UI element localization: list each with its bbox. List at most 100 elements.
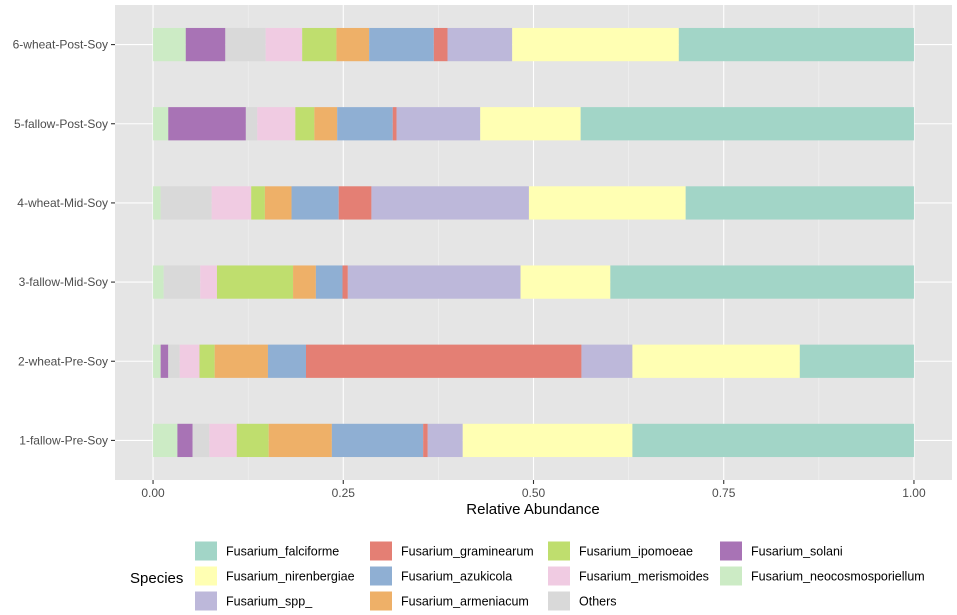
legend-key-fusarium-azukicola <box>370 566 392 586</box>
bar-segment-others-5 <box>245 107 258 141</box>
x-tick-label: 0.75 <box>712 486 736 500</box>
y-tick-label: 3-fallow-Mid-Soy <box>19 275 108 289</box>
y-tick-label: 6-wheat-Post-Soy <box>13 38 108 52</box>
bar-segment-fusarium-graminearum-5 <box>392 107 397 141</box>
bar-segment-fusarium-ipomoeae-6 <box>302 27 337 62</box>
bar-segment-others-6 <box>225 27 266 62</box>
bar-segment-fusarium-armeniacum-6 <box>336 27 370 62</box>
bar-segment-fusarium-graminearum-3 <box>342 265 348 299</box>
bar-segment-fusarium-nirenbergiae-5 <box>480 107 581 141</box>
bar-segment-fusarium-solani-5 <box>168 107 246 141</box>
bar-segment-fusarium-solani-6 <box>185 27 226 62</box>
legend-label: Fusarium_armeniacum <box>401 595 529 609</box>
bar-segment-fusarium-azukicola-2 <box>267 344 306 378</box>
x-tick-label: 0.25 <box>332 486 356 500</box>
y-tick-label: 2-wheat-Pre-Soy <box>18 354 108 368</box>
legend-label: Fusarium_spp_ <box>226 595 313 609</box>
bar-segment-fusarium-graminearum-2 <box>305 344 582 378</box>
bar-segment-fusarium-nirenbergiae-6 <box>512 27 679 62</box>
y-tick-label: 5-fallow-Post-Soy <box>14 117 108 131</box>
legend-key-fusarium-falciforme <box>195 541 217 561</box>
x-axis-title: Relative Abundance <box>466 501 599 518</box>
legend-label: Fusarium_nirenbergiae <box>226 570 355 584</box>
legend-label: Fusarium_neocosmosporiellum <box>751 570 925 584</box>
bar-segment-others-1 <box>192 423 210 458</box>
bar-segment-fusarium-ipomoeae-3 <box>216 265 294 299</box>
legend-key-others <box>548 591 570 611</box>
bar-segment-fusarium-merismoides-3 <box>200 265 217 299</box>
bar-segment-fusarium-graminearum-1 <box>423 423 428 458</box>
bar-segment-fusarium-solani-2 <box>160 344 169 378</box>
bar-segment-fusarium-azukicola-5 <box>337 107 393 141</box>
legend-label: Fusarium_azukicola <box>401 570 512 584</box>
bar-segment-fusarium-graminearum-4 <box>338 186 372 220</box>
bar-segment-others-4 <box>160 186 212 220</box>
bar-segment-fusarium-neocosmosporiellum-2 <box>153 344 161 378</box>
bar-segment-fusarium-falciforme-1 <box>632 423 914 458</box>
bar-segment-fusarium-neocosmosporiellum-3 <box>153 265 164 299</box>
legend-label: Others <box>579 595 617 609</box>
bar-segment-fusarium-ipomoeae-1 <box>236 423 269 458</box>
bar-segment-fusarium-neocosmosporiellum-1 <box>153 423 178 458</box>
bar-segment-fusarium-falciforme-6 <box>678 27 914 62</box>
bar-segment-others-3 <box>163 265 201 299</box>
bar-segment-fusarium-spp--2 <box>581 344 633 378</box>
bar-segment-fusarium-ipomoeae-2 <box>199 344 215 378</box>
y-axis: 1-fallow-Pre-Soy 2-wheat-Pre-Soy 3-fallow-… <box>13 38 115 447</box>
legend: Species Fusarium_falciforme Fusarium_nire… <box>130 541 925 611</box>
bar-segment-fusarium-azukicola-4 <box>291 186 339 220</box>
bar-segment-fusarium-falciforme-4 <box>685 186 914 220</box>
legend-title: Species <box>130 570 183 587</box>
legend-key-fusarium-solani <box>720 541 742 561</box>
bar-segment-fusarium-nirenbergiae-1 <box>462 423 633 458</box>
bars-layer <box>153 27 914 458</box>
bar-segment-fusarium-falciforme-3 <box>610 265 914 299</box>
x-tick-label: 0.50 <box>522 486 546 500</box>
bar-segment-fusarium-spp--3 <box>347 265 521 299</box>
y-tick-label: 1-fallow-Pre-Soy <box>19 433 108 447</box>
bar-segment-fusarium-spp--4 <box>371 186 529 220</box>
bar-segment-fusarium-neocosmosporiellum-4 <box>153 186 161 220</box>
bar-segment-fusarium-falciforme-2 <box>799 344 914 378</box>
legend-key-fusarium-armeniacum <box>370 591 392 611</box>
legend-key-fusarium-nirenbergiae <box>195 566 217 586</box>
legend-label: Fusarium_merismoides <box>579 570 709 584</box>
bar-segment-fusarium-spp--6 <box>447 27 513 62</box>
bar-segment-fusarium-armeniacum-2 <box>214 344 268 378</box>
y-tick-label: 4-wheat-Mid-Soy <box>17 196 108 210</box>
bar-segment-fusarium-nirenbergiae-2 <box>632 344 800 378</box>
bar-segment-fusarium-merismoides-5 <box>257 107 296 141</box>
legend-label: Fusarium_solani <box>751 545 843 559</box>
bar-segment-others-2 <box>168 344 180 378</box>
legend-key-fusarium-merismoides <box>548 566 570 586</box>
x-axis: 0.00 0.25 0.50 0.75 1.00 <box>141 480 926 500</box>
bar-segment-fusarium-neocosmosporiellum-6 <box>153 27 186 62</box>
bar-segment-fusarium-armeniacum-3 <box>293 265 316 299</box>
legend-label: Fusarium_graminearum <box>401 545 534 559</box>
legend-key-fusarium-neocosmosporiellum <box>720 566 742 586</box>
bar-segment-fusarium-ipomoeae-4 <box>251 186 265 220</box>
bar-segment-fusarium-merismoides-2 <box>179 344 200 378</box>
bar-segment-fusarium-spp--5 <box>396 107 481 141</box>
bar-segment-fusarium-falciforme-5 <box>580 107 914 141</box>
bar-segment-fusarium-neocosmosporiellum-5 <box>153 107 169 141</box>
bar-segment-fusarium-merismoides-1 <box>209 423 237 458</box>
bar-segment-fusarium-spp--1 <box>427 423 463 458</box>
legend-key-fusarium-spp- <box>195 591 217 611</box>
minor-gridlines <box>247 5 820 480</box>
legend-key-fusarium-ipomoeae <box>548 541 570 561</box>
x-tick-label: 1.00 <box>902 486 926 500</box>
bar-segment-fusarium-graminearum-6 <box>433 27 448 62</box>
bar-segment-fusarium-azukicola-6 <box>369 27 434 62</box>
legend-label: Fusarium_ipomoeae <box>579 545 693 559</box>
bar-segment-fusarium-nirenbergiae-3 <box>520 265 611 299</box>
bar-segment-fusarium-merismoides-6 <box>265 27 303 62</box>
bar-segment-fusarium-armeniacum-5 <box>314 107 338 141</box>
legend-label: Fusarium_falciforme <box>226 545 339 559</box>
bar-segment-fusarium-armeniacum-1 <box>268 423 332 458</box>
bar-segment-fusarium-merismoides-4 <box>211 186 252 220</box>
bar-segment-fusarium-armeniacum-4 <box>264 186 292 220</box>
legend-key-fusarium-graminearum <box>370 541 392 561</box>
bar-segment-fusarium-azukicola-1 <box>331 423 424 458</box>
